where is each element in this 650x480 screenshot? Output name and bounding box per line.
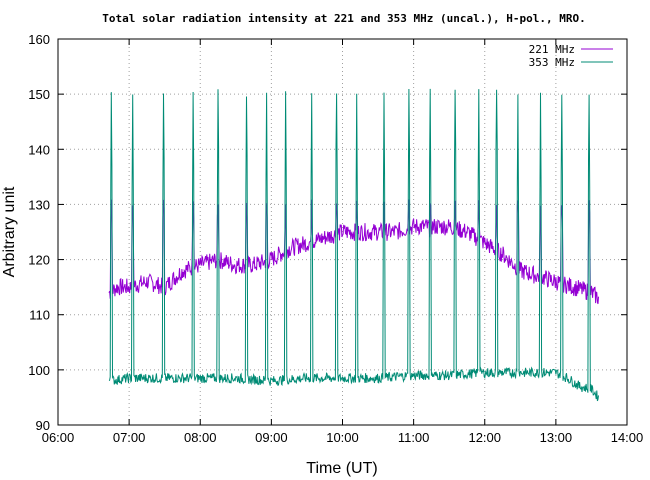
x-tick-label: 08:00: [184, 430, 217, 445]
x-tick-label: 07:00: [113, 430, 146, 445]
y-tick-label: 140: [28, 142, 50, 157]
x-tick-label: 12:00: [468, 430, 501, 445]
tick-labels: 90 100 110 120 130 140 150 160 06:00 07:00 08:00 09…: [28, 32, 643, 445]
legend-label: 353 MHz: [529, 56, 575, 69]
x-tick-label: 10:00: [326, 430, 359, 445]
y-tick-label: 130: [28, 197, 50, 212]
legend-label: 221 MHz: [529, 43, 575, 56]
series-line-0: [108, 199, 599, 305]
y-tick-label: 110: [29, 308, 50, 323]
series-line-1: [108, 88, 599, 402]
x-tick-label: 14:00: [611, 430, 644, 445]
x-tick-label: 09:00: [255, 430, 288, 445]
y-tick-label: 160: [28, 32, 50, 47]
x-tick-label: 06:00: [42, 430, 75, 445]
y-tick-label: 100: [28, 363, 50, 378]
series-layer: [108, 88, 599, 402]
x-tick-label: 11:00: [398, 430, 430, 445]
ticks: [57, 38, 628, 426]
y-tick-label: 150: [28, 87, 50, 102]
y-tick-label: 90: [36, 418, 50, 433]
y-axis-label: Arbitrary unit: [1, 186, 18, 277]
grid: [58, 39, 627, 425]
x-axis-label: Time (UT): [306, 460, 377, 477]
y-tick-label: 120: [28, 253, 50, 268]
x-tick-label: 13:00: [540, 430, 573, 445]
chart-title: Total solar radiation intensity at 221 a…: [102, 12, 585, 25]
